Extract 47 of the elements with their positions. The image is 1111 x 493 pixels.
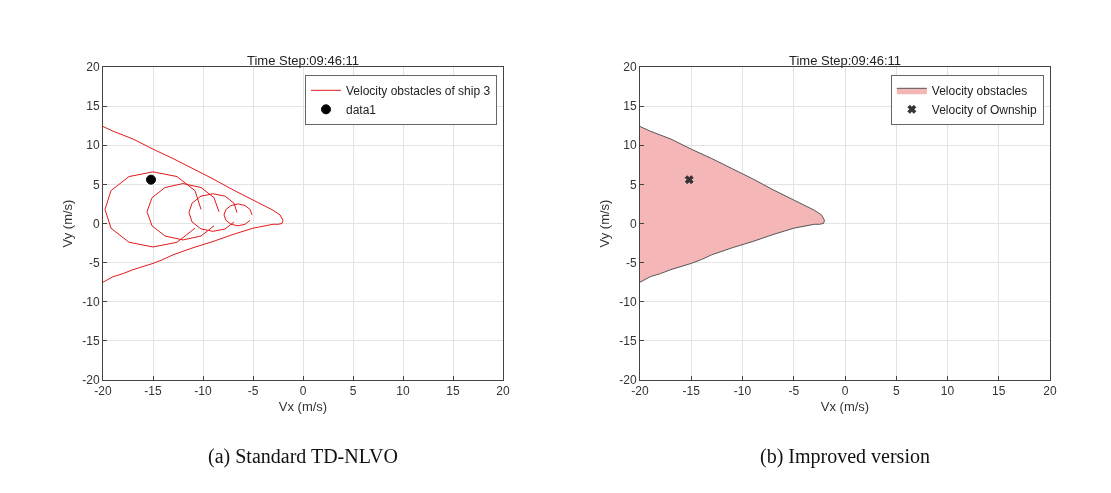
x-tick-label: 15 xyxy=(992,384,1006,399)
y-tick-label: 0 xyxy=(629,216,637,231)
x-tick-label: 15 xyxy=(446,384,460,399)
x-tick-label: -15 xyxy=(144,384,162,399)
x-tick-label: 10 xyxy=(940,384,955,399)
y-axis-title: Vy (m/s) xyxy=(60,199,76,248)
y-tick-label: -15 xyxy=(82,334,100,349)
text: (b) Improved version xyxy=(760,445,930,468)
y-tick-label: 0 xyxy=(92,216,100,231)
y-tick-label: 10 xyxy=(623,138,637,153)
y-tick-label: -10 xyxy=(619,294,637,309)
y-tick-label: 20 xyxy=(86,60,100,75)
x-tick-label: -10 xyxy=(194,384,212,399)
y-tick-label: 5 xyxy=(92,177,100,192)
y-tick-label: -5 xyxy=(88,255,100,270)
y-tick-label: 10 xyxy=(86,138,100,153)
legend-label: Velocity obstacles of ship 3 xyxy=(346,84,491,98)
x-tick-label: -5 xyxy=(788,384,800,399)
chart-title: Time Step:09:46:11 xyxy=(246,53,360,68)
x-axis-title: Vx (m/s) xyxy=(820,399,870,414)
y-tick-label: -10 xyxy=(82,294,100,309)
x-axis-title: Vx (m/s) xyxy=(278,399,328,414)
y-tick-label: -5 xyxy=(625,255,637,270)
x-tick-label: -10 xyxy=(733,384,752,399)
legend-label: Velocity obstacles xyxy=(931,84,1028,98)
y-tick-label: -15 xyxy=(619,334,637,349)
legend-label: data1 xyxy=(346,103,377,117)
y-tick-label: 20 xyxy=(623,60,637,75)
line-series xyxy=(103,125,284,283)
y-tick-label: -20 xyxy=(619,373,637,388)
x-tick-label: 0 xyxy=(299,384,307,399)
x-tick-label: -15 xyxy=(682,384,701,399)
x-tick-label: -5 xyxy=(247,384,259,399)
chart-title: Time Step:09:46:11 xyxy=(788,53,902,68)
y-tick-label: 15 xyxy=(623,99,637,114)
y-tick-label: 5 xyxy=(629,177,637,192)
y-axis-title: Vy (m/s) xyxy=(597,199,613,248)
x-tick-label: 20 xyxy=(1043,384,1057,399)
text: (a) Standard TD-NLVO xyxy=(208,445,398,468)
x-tick-label: 0 xyxy=(841,384,849,399)
y-tick-label: -20 xyxy=(82,373,100,388)
x-tick-label: 5 xyxy=(892,384,900,399)
x-tick-label: 10 xyxy=(396,384,410,399)
x-tick-label: 5 xyxy=(349,384,357,399)
y-tick-label: 15 xyxy=(86,99,100,114)
x-tick-label: 20 xyxy=(496,384,510,399)
legend-label: Velocity of Ownship xyxy=(931,103,1037,117)
